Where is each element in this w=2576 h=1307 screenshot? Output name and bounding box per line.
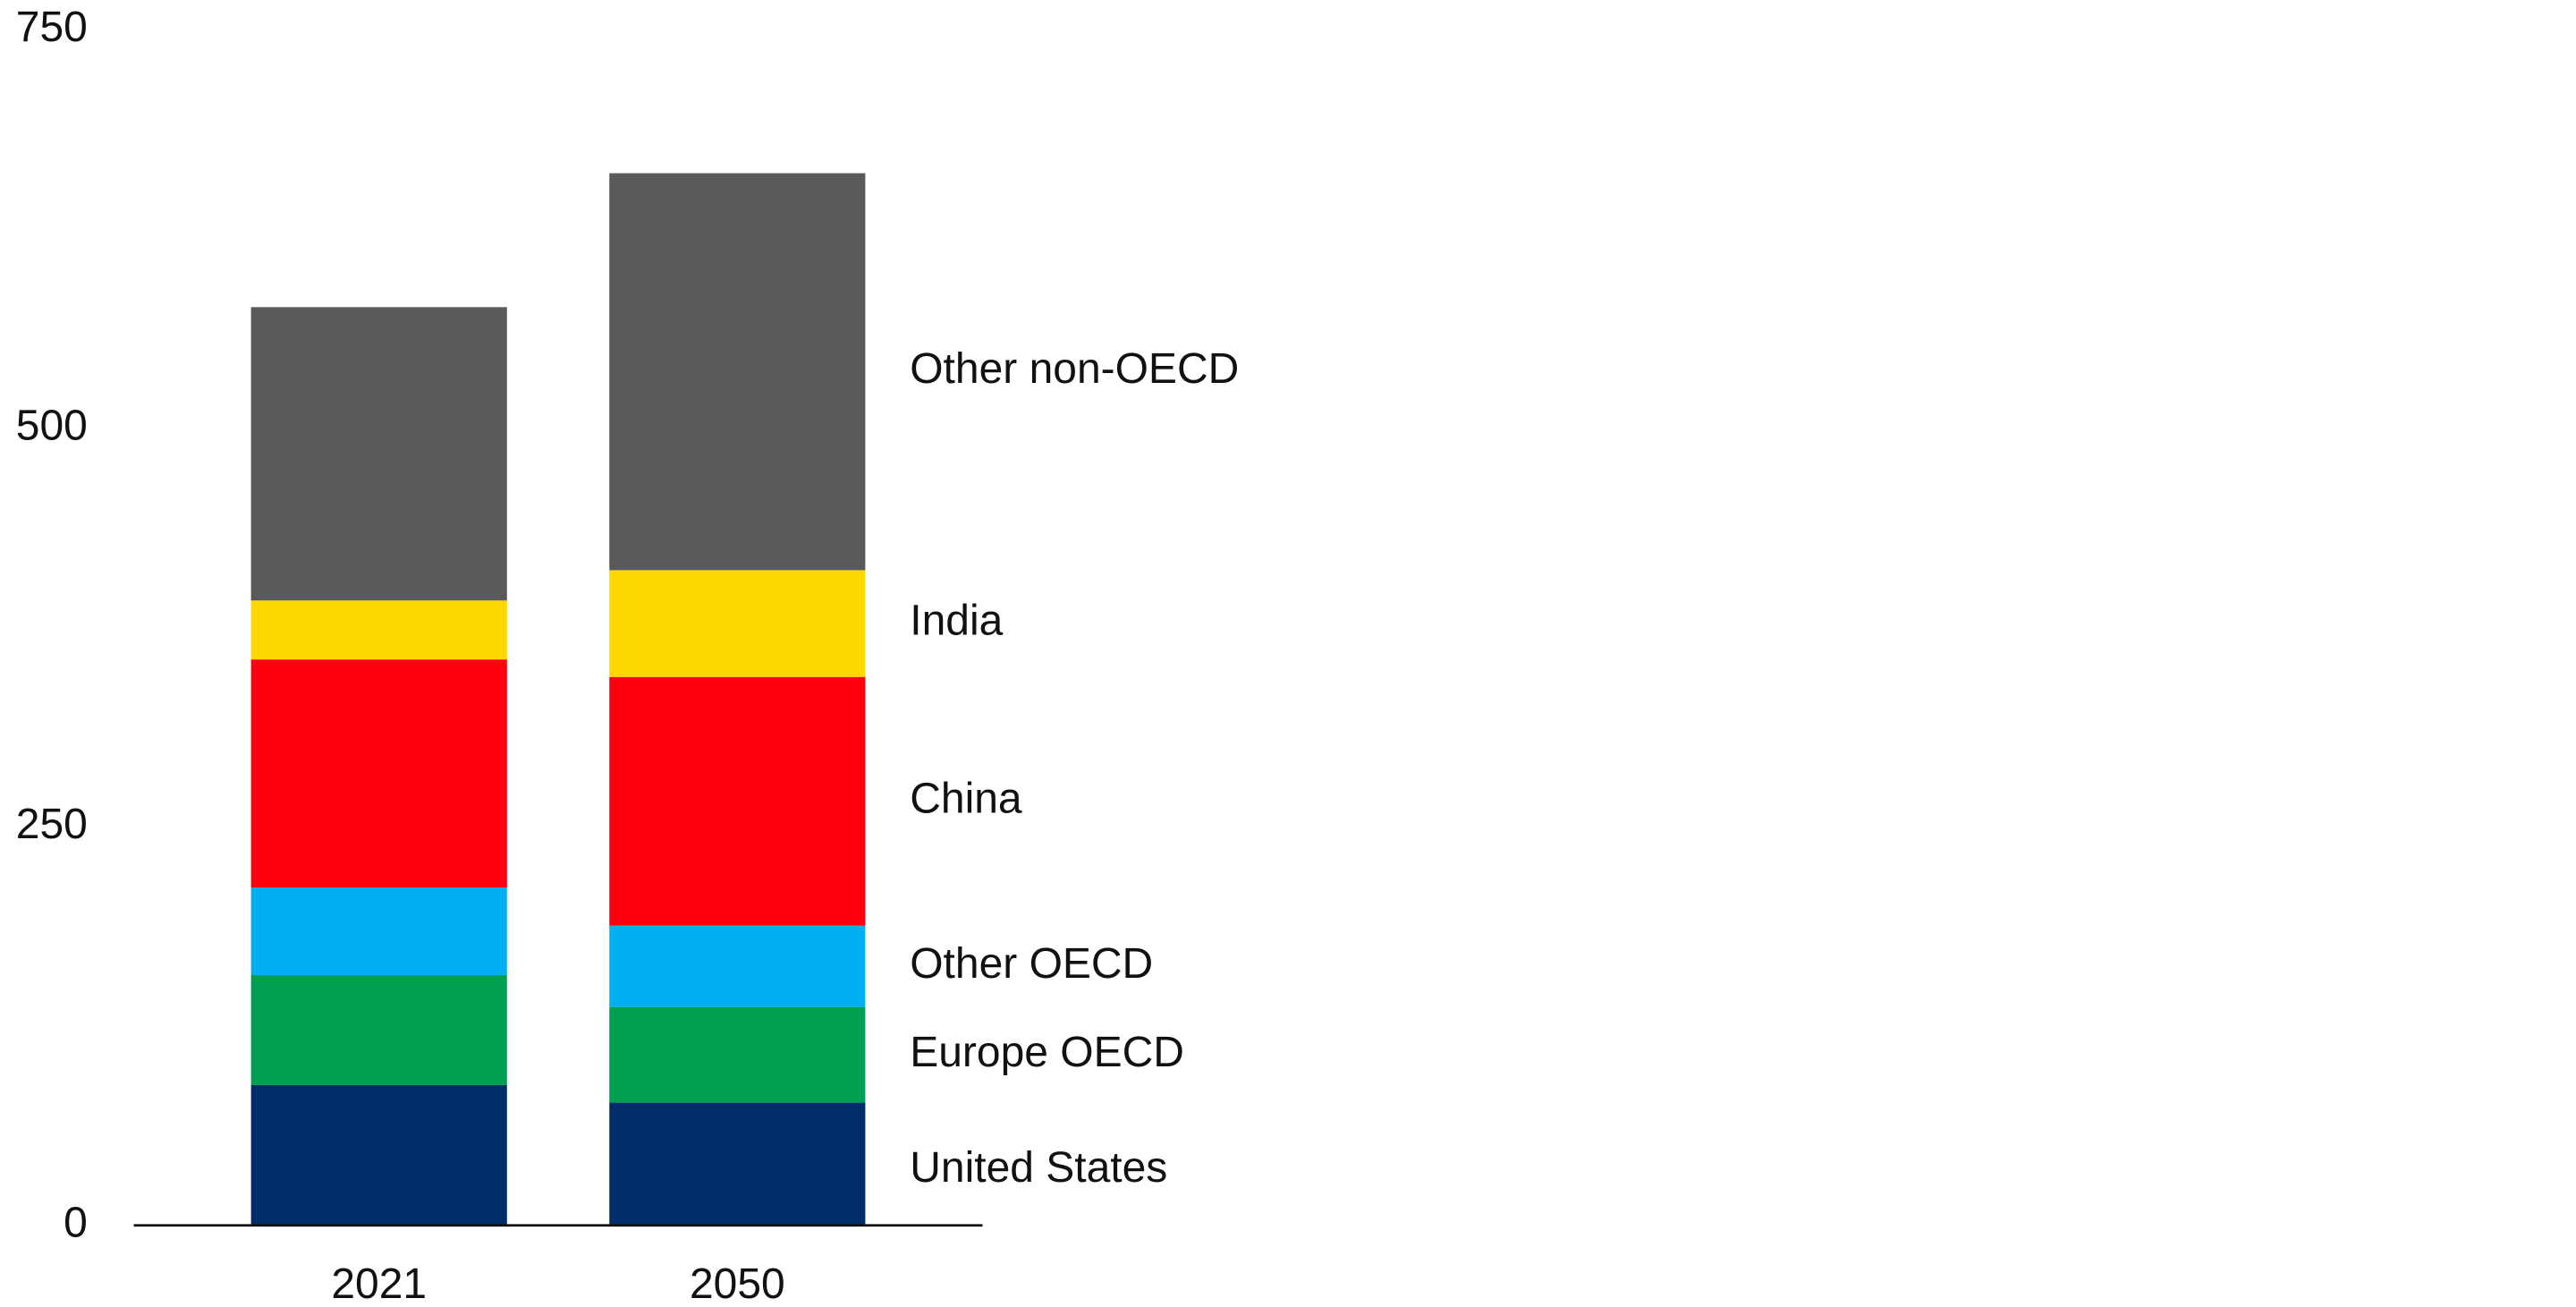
series-label: United States <box>910 1144 1167 1192</box>
bar-segment <box>609 925 866 1007</box>
y-tick-label: 500 <box>16 402 88 449</box>
y-tick-label: 0 <box>64 1199 88 1246</box>
y-tick-label: 750 <box>16 4 88 51</box>
series-label: India <box>910 598 1003 645</box>
bar-segment <box>250 600 507 660</box>
x-tick-label: 2050 <box>690 1260 785 1307</box>
series-label: Other non-OECD <box>910 345 1239 393</box>
bar-segment <box>609 173 866 571</box>
x-tick-label: 2021 <box>331 1260 427 1307</box>
bar-segment <box>609 676 866 926</box>
bar-segment <box>250 975 507 1085</box>
bar-segment <box>609 1006 866 1103</box>
bar-segment <box>609 570 866 677</box>
bar-segment <box>250 1084 507 1226</box>
series-label: Europe OECD <box>910 1029 1184 1076</box>
y-tick-label: 250 <box>16 801 88 848</box>
bar-segment <box>250 307 507 601</box>
bar-segment <box>250 659 507 887</box>
series-label: China <box>910 775 1022 822</box>
series-label: Other OECD <box>910 940 1153 988</box>
bar-segment <box>609 1102 866 1226</box>
bar-segment <box>250 887 507 976</box>
